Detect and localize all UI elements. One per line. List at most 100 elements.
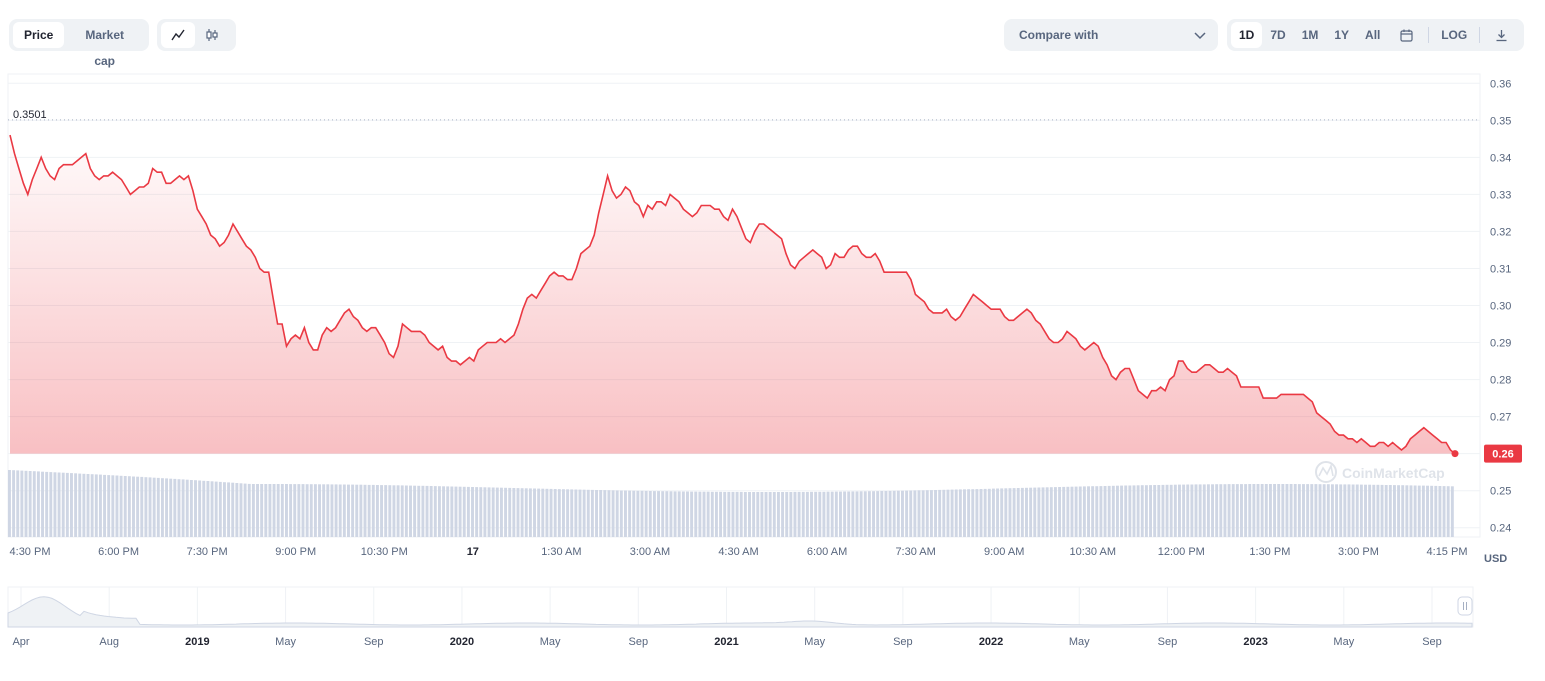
x-tick-label: 3:00 PM: [1338, 546, 1379, 558]
x-tick-label: 1:30 PM: [1249, 546, 1290, 558]
volume-bar: [590, 489, 594, 537]
volume-bar: [1302, 484, 1305, 537]
range-1y[interactable]: 1Y: [1334, 28, 1350, 42]
volume-bar: [32, 471, 36, 537]
volume-bar: [400, 485, 404, 537]
volume-bar: [838, 491, 842, 537]
navigator-label: May: [804, 636, 825, 648]
volume-bar: [1434, 485, 1438, 537]
navigator-handle[interactable]: [1457, 596, 1473, 616]
volume-bar: [1388, 485, 1392, 537]
volume-bar: [578, 489, 582, 537]
range-7d[interactable]: 7D: [1270, 28, 1286, 42]
volume-bar: [934, 490, 938, 537]
volume-bar: [851, 491, 855, 537]
volume-bar: [1120, 485, 1124, 537]
volume-bar: [1277, 484, 1281, 537]
volume-bar: [1004, 488, 1008, 537]
volume-bar: [243, 483, 247, 537]
volume-bar: [652, 491, 656, 537]
volume-bar: [152, 477, 156, 537]
volume-bar: [103, 474, 107, 537]
volume-bar: [475, 487, 479, 537]
volume-bar: [119, 475, 123, 537]
volume-bar: [305, 484, 309, 537]
navigator-label: May: [1333, 636, 1354, 648]
watermark-text: CoinMarketCap: [1342, 465, 1445, 481]
volume-bar: [929, 490, 933, 537]
navigator-label: 2021: [714, 636, 738, 648]
volume-bar: [661, 491, 665, 537]
volume-bar: [1397, 485, 1401, 537]
volume-bar: [561, 489, 565, 537]
volume-bar: [818, 491, 822, 537]
volume-bar: [640, 490, 644, 537]
candlestick-icon[interactable]: [195, 22, 229, 48]
volume-bar: [388, 485, 392, 537]
volume-bar: [251, 484, 255, 537]
x-tick-label: 12:00 PM: [1158, 546, 1205, 558]
volume-bar: [768, 492, 772, 537]
volume-bar: [338, 484, 342, 537]
volume-bar: [1318, 484, 1322, 537]
range-all[interactable]: All: [1365, 28, 1381, 42]
volume-bar: [586, 489, 590, 537]
tab-market-cap[interactable]: Market cap: [85, 28, 125, 68]
volume-bar: [789, 492, 793, 537]
time-range-toggle: 1D 7D 1M 1Y All LOG: [1227, 19, 1524, 51]
volume-bar: [169, 478, 173, 537]
volume-bar: [1008, 488, 1012, 537]
calendar-icon[interactable]: [1388, 22, 1424, 48]
tab-price[interactable]: Price: [13, 22, 65, 48]
x-tick-label: 4:15 PM: [1427, 546, 1468, 558]
volume-bar: [681, 491, 685, 537]
volume-bar: [847, 491, 851, 537]
volume-bar: [12, 470, 16, 537]
volume-bar: [342, 484, 346, 537]
volume-bar: [958, 489, 962, 537]
compare-with-dropdown[interactable]: Compare with: [1004, 19, 1218, 51]
volume-bar: [723, 491, 727, 537]
compare-with-label: Compare with: [1019, 28, 1099, 42]
volume-bar: [743, 492, 747, 537]
volume-bar: [1206, 484, 1210, 537]
volume-bar: [805, 491, 809, 537]
volume-bar: [706, 491, 710, 537]
volume-bar: [1281, 484, 1285, 537]
volume-bar: [975, 489, 979, 537]
volume-bar: [677, 491, 681, 537]
range-1m[interactable]: 1M: [1301, 28, 1319, 42]
volume-bar: [1372, 484, 1376, 537]
volume-bar: [1215, 484, 1219, 537]
volume-bar: [595, 490, 598, 537]
volume-bar: [491, 487, 495, 537]
volume-bar: [1426, 485, 1429, 537]
volume-bar: [371, 484, 375, 537]
volume-bar: [1289, 484, 1293, 537]
log-scale-toggle[interactable]: LOG: [1441, 28, 1468, 42]
volume-bar: [867, 491, 871, 537]
range-navigator[interactable]: Apr Aug 2019 May Sep 2020 May Sep 2021 May Sep 2022…: [7, 586, 1474, 648]
volume-bar: [603, 490, 607, 537]
x-tick-label: 1:30 AM: [541, 546, 581, 558]
volume-bar: [714, 491, 718, 537]
volume-bar: [1442, 486, 1446, 537]
volume-bar: [189, 480, 193, 537]
volume-bar: [520, 488, 524, 537]
volume-bar: [950, 489, 954, 537]
volume-bar: [1157, 485, 1161, 537]
volume-bar: [1103, 486, 1107, 537]
volume-bar: [367, 484, 371, 537]
line-chart-icon[interactable]: [161, 22, 195, 48]
volume-bar: [160, 478, 164, 537]
volume-bar: [429, 486, 433, 537]
volume-bar: [855, 491, 859, 537]
volume-bar: [797, 491, 801, 537]
download-icon[interactable]: [1484, 22, 1520, 48]
volume-bar: [917, 490, 921, 537]
volume-bar: [884, 491, 888, 537]
range-1d[interactable]: 1D: [1231, 22, 1263, 48]
volume-bar: [1000, 488, 1004, 537]
volume-bar: [1450, 486, 1454, 537]
